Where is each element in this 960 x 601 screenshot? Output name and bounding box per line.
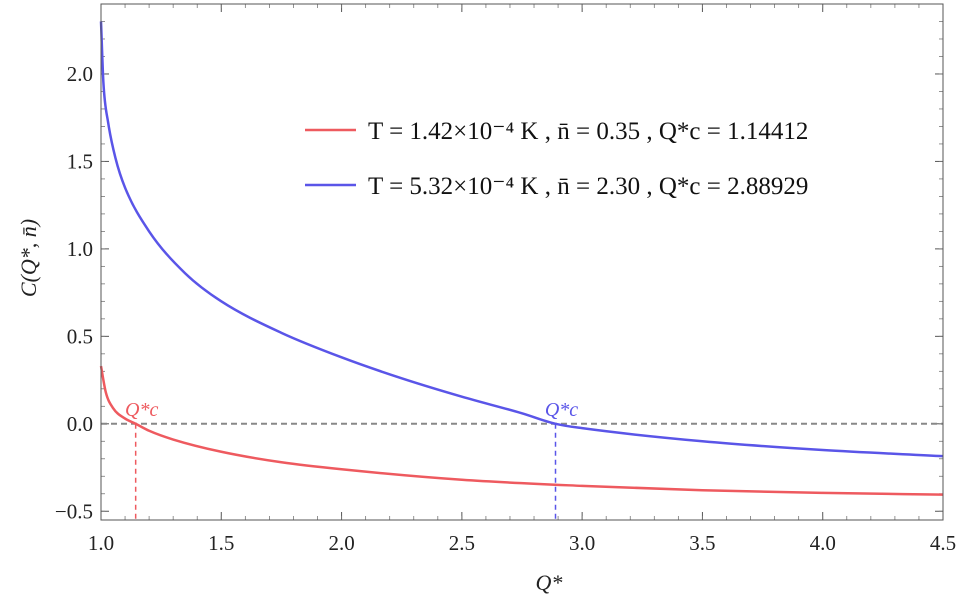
series-layer: Q*c Q*c [99, 21, 944, 520]
y-tick-label: −0.5 [55, 499, 93, 523]
x-tick-label: 1.5 [208, 531, 234, 555]
y-tick-label: 0.0 [67, 412, 93, 436]
critical-marker-label-1: Q*c [125, 399, 158, 421]
legend: T = 1.42×10⁻⁴ K , n̄ = 0.35 , Q*c = 1.14… [305, 118, 808, 200]
axis-ticks [100, 4, 944, 520]
legend-label-series-2: T = 5.32×10⁻⁴ K , n̄ = 2.30 , Q*c = 2.88… [368, 173, 808, 200]
critical-marker-label-2: Q*c [545, 399, 578, 421]
y-tick-label: 2.0 [67, 62, 93, 86]
y-axis-title: C(Q*, n̄) [16, 219, 41, 297]
plot-frame [100, 3, 944, 521]
y-tick-label: 1.0 [67, 237, 93, 261]
tick-labels: 1.0 1.5 2.0 2.5 3.0 3.5 4.0 4.5 −0.5 0.0 0.5 1.0 1.5… [55, 62, 956, 555]
x-tick-label: 1.0 [88, 531, 114, 555]
y-tick-label: 1.5 [67, 149, 93, 173]
x-tick-label: 3.0 [569, 531, 595, 555]
x-tick-label: 3.5 [689, 531, 715, 555]
legend-label-series-1: T = 1.42×10⁻⁴ K , n̄ = 0.35 , Q*c = 1.14… [368, 118, 808, 145]
x-axis-title: Q* [536, 570, 563, 595]
x-tick-label: 2.5 [449, 531, 475, 555]
x-tick-label: 4.0 [810, 531, 836, 555]
y-tick-label: 0.5 [67, 324, 93, 348]
x-tick-label: 2.0 [328, 531, 354, 555]
x-tick-label: 4.5 [930, 531, 956, 555]
series-line-2 [99, 21, 944, 458]
series-line-1 [99, 365, 944, 496]
